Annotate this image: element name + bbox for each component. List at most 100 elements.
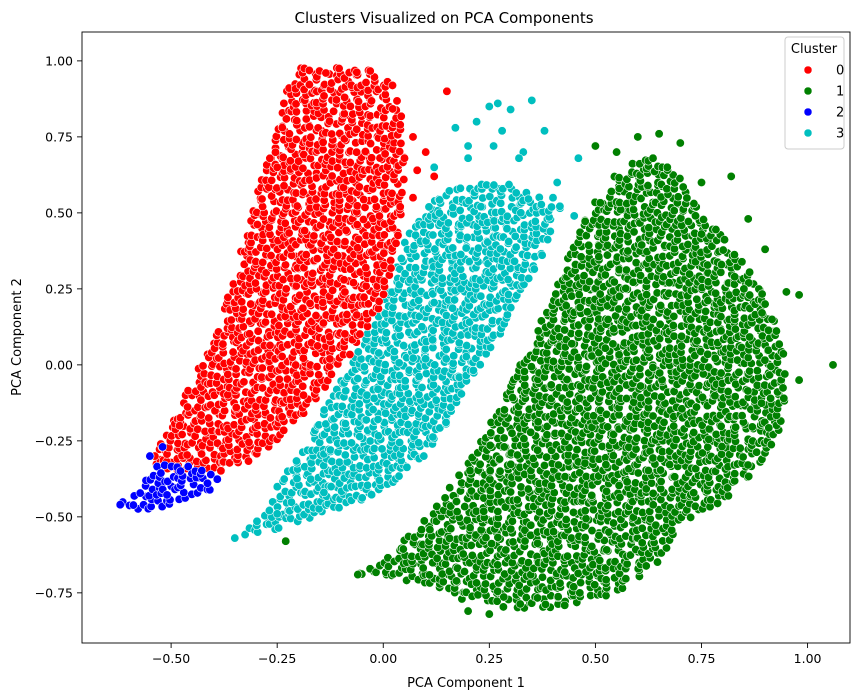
data-point [489, 141, 499, 151]
data-point [686, 512, 696, 522]
data-point [292, 273, 302, 283]
data-point [683, 240, 693, 249]
data-point [465, 523, 475, 533]
data-point [496, 198, 506, 208]
y-axis-label: PCA Component 2 [10, 278, 25, 396]
data-point [354, 399, 364, 409]
data-point [348, 320, 357, 330]
data-point [446, 524, 456, 534]
data-point [553, 592, 563, 602]
data-point [128, 500, 138, 510]
data-point [794, 290, 804, 300]
data-point [347, 438, 356, 448]
data-point [265, 413, 275, 423]
data-point [281, 114, 291, 124]
data-point [448, 358, 458, 368]
data-point [766, 393, 776, 403]
data-point [757, 289, 767, 299]
data-point [739, 284, 749, 294]
data-point [279, 474, 289, 484]
data-point [342, 310, 352, 320]
data-point [659, 417, 669, 427]
data-point [292, 474, 302, 484]
data-point [549, 527, 558, 537]
data-point [499, 405, 509, 415]
data-point [731, 422, 741, 432]
data-point [670, 472, 680, 482]
data-point [662, 162, 672, 172]
data-point [555, 578, 565, 588]
data-point [601, 575, 611, 585]
data-point [403, 420, 413, 430]
data-point [399, 175, 409, 184]
data-point [562, 397, 572, 407]
data-point [257, 194, 267, 204]
data-point [340, 287, 350, 297]
data-point [594, 252, 604, 262]
data-point [182, 450, 192, 460]
data-point [543, 235, 553, 245]
data-point [745, 332, 755, 342]
data-point [230, 533, 240, 543]
data-point [280, 218, 290, 228]
data-point [590, 141, 600, 151]
data-point [493, 507, 503, 516]
data-point [428, 230, 438, 240]
data-point [353, 347, 363, 357]
legend-label-3: 3 [836, 127, 844, 142]
data-point [794, 375, 804, 385]
data-point [395, 202, 405, 212]
data-point [717, 260, 726, 270]
data-point [647, 478, 657, 488]
data-point [590, 446, 600, 456]
data-point [669, 331, 679, 341]
data-point [629, 227, 639, 237]
data-point [609, 277, 619, 287]
data-point [291, 107, 301, 117]
data-point [304, 65, 314, 75]
data-point [508, 537, 518, 547]
data-point [493, 304, 503, 314]
data-point [699, 215, 708, 225]
data-point [572, 445, 582, 455]
data-point [318, 298, 328, 307]
data-point [600, 343, 610, 353]
data-point [158, 442, 168, 452]
data-point [508, 393, 518, 403]
data-point [381, 408, 391, 418]
data-point [567, 339, 577, 349]
data-point [723, 387, 733, 396]
x-tick-label: 0.50 [581, 651, 609, 666]
data-point [622, 304, 631, 314]
data-point [520, 380, 530, 390]
data-point [379, 289, 388, 299]
legend-title: Cluster [791, 42, 838, 57]
data-point [305, 122, 314, 132]
data-point [564, 482, 574, 492]
data-point [752, 366, 762, 376]
data-point [621, 574, 631, 584]
data-point [484, 102, 494, 111]
data-point [516, 208, 526, 218]
data-point [737, 257, 747, 267]
data-point [621, 283, 631, 293]
y-tick-label: −0.25 [35, 433, 73, 448]
data-point [212, 474, 222, 484]
data-point [450, 123, 460, 133]
data-point [648, 362, 658, 372]
data-point [493, 560, 503, 570]
data-point [675, 174, 685, 183]
points-layer [115, 63, 838, 619]
data-point [286, 497, 296, 507]
data-point [345, 350, 355, 359]
legend-label-2: 2 [836, 106, 844, 121]
data-point [774, 339, 784, 349]
data-point [440, 493, 450, 503]
data-point [682, 193, 692, 203]
data-point [576, 578, 586, 588]
data-point [468, 365, 478, 375]
data-point [394, 358, 404, 368]
data-point [614, 173, 624, 183]
data-point [333, 251, 343, 261]
